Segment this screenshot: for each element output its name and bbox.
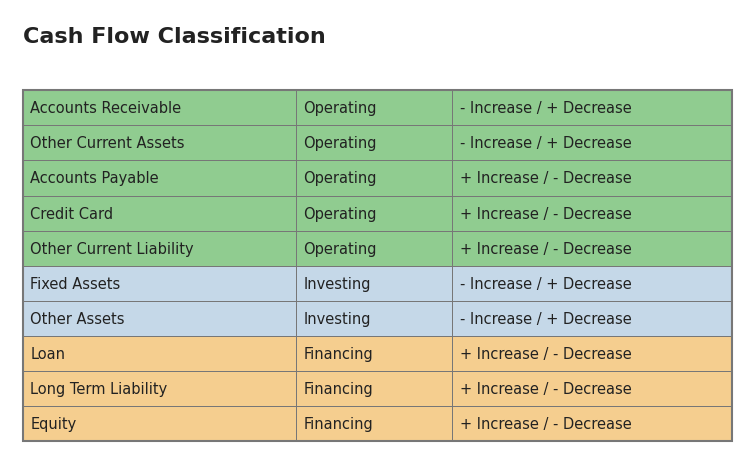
Bar [452,231,732,266]
Bar [296,91,452,126]
Text: - Increase / + Decrease: - Increase / + Decrease [460,136,631,151]
Text: Credit Card: Credit Card [30,206,113,221]
Bar [452,196,732,231]
Bar [23,231,296,266]
Bar [452,371,732,406]
Bar [23,266,296,301]
Bar [452,336,732,371]
Bar [23,196,296,231]
Bar [452,406,732,441]
Bar [452,91,732,126]
Text: Financing: Financing [304,381,373,396]
Bar [296,301,452,336]
Bar [296,161,452,196]
Text: + Increase / - Decrease: + Increase / - Decrease [460,171,631,186]
Bar [23,371,296,406]
Bar [452,91,732,126]
Bar [296,266,452,301]
Bar [23,161,296,196]
Bar [452,126,732,161]
Bar [23,336,296,371]
Text: Cash Flow Classification: Cash Flow Classification [23,27,325,47]
Bar [452,266,732,301]
Text: Operating: Operating [304,171,377,186]
Bar [296,231,452,266]
Bar [23,126,296,161]
Text: Financing: Financing [304,416,373,431]
Bar [23,266,296,301]
Bar [296,231,452,266]
Text: Investing: Investing [304,276,371,291]
Text: Operating: Operating [304,206,377,221]
Bar [452,161,732,196]
Text: - Increase / + Decrease: - Increase / + Decrease [460,101,631,116]
Bar [296,196,452,231]
Text: Accounts Receivable: Accounts Receivable [30,101,181,116]
Bar [452,336,732,371]
Text: Long Term Liability: Long Term Liability [30,381,168,396]
Bar [23,91,296,126]
Bar [296,336,452,371]
Bar [23,161,296,196]
Text: - Increase / + Decrease: - Increase / + Decrease [460,276,631,291]
Text: Financing: Financing [304,346,373,361]
Bar [296,336,452,371]
Text: Operating: Operating [304,241,377,256]
Bar [23,406,296,441]
Bar [296,126,452,161]
Bar [296,371,452,406]
Bar [296,126,452,161]
Bar [452,301,732,336]
Bar [452,196,732,231]
Bar [296,91,452,126]
Text: + Increase / - Decrease: + Increase / - Decrease [460,346,631,361]
Text: Other Assets: Other Assets [30,311,125,326]
Bar [23,301,296,336]
Bar [23,91,296,126]
Text: Equity: Equity [30,416,76,431]
Bar [23,301,296,336]
Text: + Increase / - Decrease: + Increase / - Decrease [460,381,631,396]
Bar [23,91,732,441]
Bar [296,406,452,441]
Bar [296,406,452,441]
Bar [23,231,296,266]
Bar [296,301,452,336]
Bar [452,161,732,196]
Bar [23,196,296,231]
Text: Accounts Payable: Accounts Payable [30,171,159,186]
Bar [23,371,296,406]
Bar [296,266,452,301]
Text: Other Current Assets: Other Current Assets [30,136,185,151]
Text: Operating: Operating [304,101,377,116]
Text: Investing: Investing [304,311,371,326]
Text: + Increase / - Decrease: + Increase / - Decrease [460,206,631,221]
Bar [452,266,732,301]
Bar [452,371,732,406]
Bar [23,336,296,371]
Bar [23,126,296,161]
Text: Operating: Operating [304,136,377,151]
Bar [452,301,732,336]
Bar [452,406,732,441]
Bar [296,371,452,406]
Bar [296,161,452,196]
Text: - Increase / + Decrease: - Increase / + Decrease [460,311,631,326]
Text: + Increase / - Decrease: + Increase / - Decrease [460,241,631,256]
Bar [23,406,296,441]
Bar [452,231,732,266]
Text: Fixed Assets: Fixed Assets [30,276,121,291]
Bar [296,196,452,231]
Text: Loan: Loan [30,346,65,361]
Bar [452,126,732,161]
Text: Other Current Liability: Other Current Liability [30,241,194,256]
Text: + Increase / - Decrease: + Increase / - Decrease [460,416,631,431]
